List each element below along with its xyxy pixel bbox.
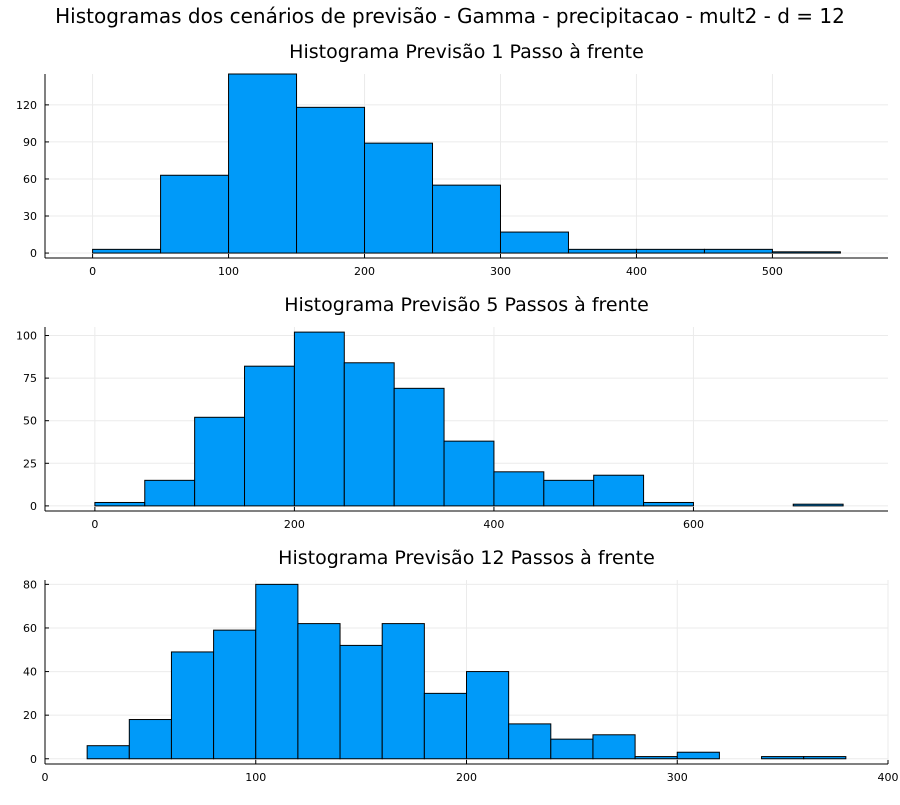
histogram-bar: [567, 248, 637, 254]
y-tick-label: 80: [23, 578, 37, 591]
y-tick-label: 30: [23, 210, 37, 223]
x-tick-label: 0: [89, 265, 96, 278]
x-tick-label: 300: [490, 265, 511, 278]
x-tick-label: 200: [354, 265, 375, 278]
histogram-bar: [443, 440, 495, 507]
histogram-bar: [550, 738, 594, 760]
histogram-bar: [635, 248, 705, 254]
x-tick-label: 400: [878, 771, 899, 784]
histogram-bar: [432, 184, 501, 254]
panel-title: Histograma Previsão 1 Passo à frente: [289, 41, 644, 63]
histogram-bar: [293, 331, 345, 507]
histogram-bar: [244, 365, 295, 507]
x-tick-label: 200: [284, 518, 305, 531]
histogram-bar: [381, 623, 425, 760]
y-tick-label: 20: [23, 709, 37, 722]
histogram-bar: [94, 501, 146, 507]
x-tick-label: 100: [218, 265, 239, 278]
y-tick-label: 75: [23, 372, 37, 385]
y-tick-label: 100: [16, 330, 37, 343]
histogram-bar: [339, 644, 383, 760]
histogram-panel-1-step: Histograma Previsão 1 Passo à frente 0 100…: [16, 41, 888, 278]
histogram-bar: [364, 142, 434, 254]
histogram-bar: [543, 479, 595, 507]
histogram-bar: [592, 734, 636, 760]
histogram-bar: [393, 387, 445, 507]
y-tick-label: 60: [23, 173, 37, 186]
histogram-panel-5-steps: Histograma Previsão 5 Passos à frente 0 20…: [16, 294, 888, 531]
histogram-bar: [643, 501, 694, 507]
y-tick-label: 40: [23, 666, 37, 679]
histogram-bar: [228, 73, 298, 254]
y-tick-label: 25: [23, 457, 37, 470]
x-tick-label: 300: [667, 771, 688, 784]
histogram-bar: [493, 471, 545, 507]
y-tick-label: 60: [23, 622, 37, 635]
histogram-bar: [144, 479, 196, 507]
x-tick-label: 400: [483, 518, 504, 531]
panel-title: Histograma Previsão 12 Passos à frente: [278, 547, 655, 569]
x-tick-label: 100: [245, 771, 266, 784]
histogram-bar: [803, 756, 847, 760]
histogram-bar: [170, 651, 215, 760]
figure-title: Histogramas dos cenários de previsão - G…: [55, 4, 845, 28]
histogram-panel-12-steps: Histograma Previsão 12 Passos à frente 0 1…: [23, 547, 899, 784]
histogram-bar: [296, 106, 366, 254]
panel-title: Histograma Previsão 5 Passos à frente: [284, 294, 649, 316]
histogram-bar: [466, 671, 510, 760]
histogram-bar: [128, 719, 172, 760]
y-tick-label: 0: [30, 247, 37, 260]
y-tick-label: 90: [23, 136, 37, 149]
x-tick-label: 600: [683, 518, 704, 531]
histogram-bar: [634, 756, 678, 760]
histogram-bar: [771, 251, 841, 254]
histogram-bar: [194, 416, 246, 507]
histogram-bar: [761, 756, 805, 760]
histogram-bar: [86, 745, 130, 760]
y-tick-label: 120: [16, 99, 37, 112]
y-tick-label: 0: [30, 753, 37, 766]
x-tick-label: 400: [626, 265, 647, 278]
histogram-bar: [703, 248, 773, 254]
histogram-bar: [213, 629, 257, 760]
histogram-bar: [255, 583, 299, 760]
histogram-bar: [593, 474, 645, 507]
x-tick-label: 500: [762, 265, 783, 278]
histogram-bar: [676, 751, 720, 760]
y-tick-label: 0: [30, 500, 37, 513]
histogram-bar: [92, 248, 162, 254]
x-tick-label: 0: [42, 771, 49, 784]
histogram-bar: [297, 623, 341, 760]
histogram-bar: [499, 231, 569, 254]
histogram-bar: [423, 692, 468, 760]
histogram-bar: [343, 362, 395, 507]
histogram-bar: [160, 174, 230, 254]
histogram-bar: [508, 723, 552, 760]
x-tick-label: 0: [91, 518, 98, 531]
histogram-bar: [792, 503, 844, 507]
x-tick-label: 200: [456, 771, 477, 784]
y-tick-label: 50: [23, 415, 37, 428]
